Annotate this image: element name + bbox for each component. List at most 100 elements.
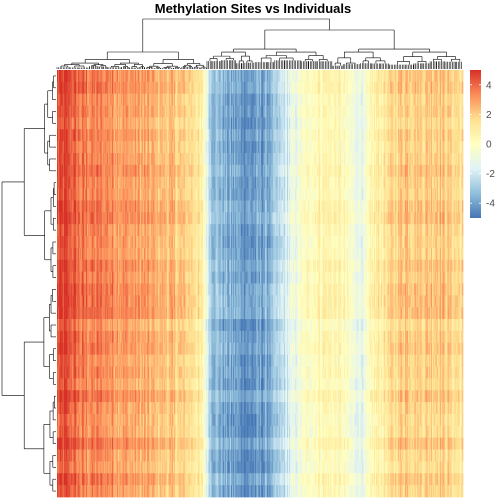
heatmap-cell [143,70,145,83]
heatmap-cell [258,70,260,83]
heatmap-cell [396,81,398,95]
heatmap-cell [214,93,216,106]
heatmap-cell [79,105,81,118]
heatmap-cell [317,93,319,106]
heatmap-cell [323,93,326,106]
heatmap-cell [65,70,68,83]
heatmap-cell [462,105,464,118]
heatmap-cell [431,81,433,95]
heatmap-cell [61,105,64,118]
heatmap-cell [57,70,60,83]
heatmap-cell [214,70,216,83]
heatmap-cell [219,70,221,83]
heatmap-cell [216,81,218,95]
heatmap-cell [349,81,352,95]
heatmap-cell [216,70,218,83]
heatmap-cell [86,81,89,95]
heatmap-cell [92,81,95,95]
heatmap-cell [89,81,92,95]
heatmap-cell [237,93,240,106]
heatmap-cell [115,81,118,95]
heatmap-cell [376,81,379,95]
heatmap-cell [308,70,310,83]
heatmap-cell [301,81,303,95]
heatmap-cell [152,70,155,83]
heatmap-cell [90,105,93,118]
heatmap-cell [69,81,71,95]
heatmap-cell [384,70,387,83]
heatmap-cell [438,70,441,83]
heatmap-cell [251,70,253,83]
heatmap-cell [198,70,200,83]
heatmap-cell [378,70,381,83]
heatmap-cell [136,81,138,95]
heatmap-cell [135,105,137,118]
heatmap-cell [189,81,191,95]
heatmap-cell [289,81,292,95]
heatmap-cell [435,81,438,95]
heatmap-cell [59,105,62,118]
heatmap-cell [170,70,172,83]
heatmap-cell [195,93,197,106]
heatmap-cell [173,93,175,106]
heatmap-cell [88,70,91,83]
heatmap-cell [430,81,432,95]
heatmap-cell [319,70,322,83]
heatmap-cell [437,81,440,95]
heatmap-cell [278,70,280,83]
heatmap-cell [197,93,199,106]
heatmap-cell [241,93,243,106]
heatmap-cell [144,81,147,95]
heatmap-cell [212,70,214,83]
heatmap-cell [284,70,286,83]
heatmap-cell [449,70,451,83]
heatmap-cell [314,81,316,95]
heatmap-cell [314,93,316,106]
heatmap-cell [358,93,360,106]
heatmap-cell [371,81,373,95]
heatmap-cell [359,81,361,95]
heatmap-cell [89,70,92,83]
heatmap-cell [74,105,76,118]
heatmap-cell [259,93,261,106]
heatmap-cell [411,70,414,83]
heatmap-cell [110,93,112,106]
heatmap-cell [315,70,317,83]
heatmap-cell [269,93,271,106]
heatmap-cell [84,81,86,95]
heatmap-cell [182,93,184,106]
heatmap-cell [348,81,351,95]
heatmap-cell [77,105,79,118]
heatmap-cell [90,93,93,106]
heatmap-cell [460,93,462,106]
heatmap-cell [319,93,322,106]
heatmap-cell [116,105,119,118]
heatmap-cell [219,81,221,95]
heatmap-cell [144,70,146,83]
heatmap-cell [404,70,406,83]
heatmap-cell [102,70,104,83]
heatmap-cell [400,81,402,95]
heatmap-cell [425,93,427,106]
heatmap-cell [382,93,385,106]
heatmap-cell [195,81,197,95]
heatmap-cell [265,81,268,95]
heatmap-cell [239,81,242,95]
heatmap-cell [452,93,454,106]
heatmap-cell [253,93,255,106]
heatmap-cell [90,81,93,95]
heatmap-cell [372,81,374,95]
heatmap-cell [233,93,236,106]
heatmap-cell [185,93,187,106]
heatmap-cell [335,81,337,95]
heatmap-cell [397,81,399,95]
heatmap-cell [343,70,345,83]
heatmap-cell [115,105,117,118]
heatmap-cell [183,81,185,95]
heatmap-cell [232,81,235,95]
heatmap-cell [59,93,62,106]
heatmap-cell [134,93,136,106]
heatmap-cell [345,93,347,106]
heatmap-cell [376,93,379,106]
heatmap-cell [285,93,287,106]
